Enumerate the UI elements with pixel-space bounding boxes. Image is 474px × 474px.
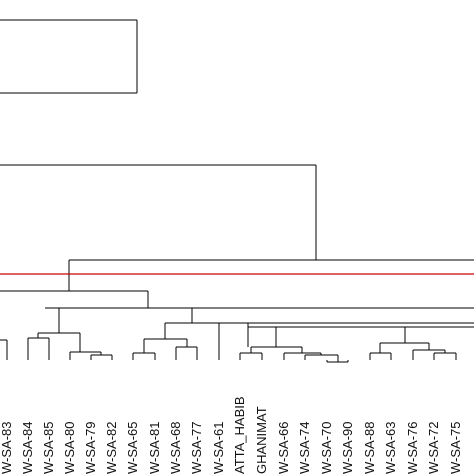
leaf-label: W-SA-80 [62,422,77,474]
leaf-label: W-SA-61 [211,422,226,474]
leaf-label: W-SA-70 [319,422,334,474]
leaf-label: W-SA-83 [0,422,14,474]
leaf-label: W-SA-90 [340,422,355,474]
leaf-label: W-SA-75 [448,422,463,474]
leaf-label: W-SA-68 [168,422,183,474]
leaf-label: W-SA-82 [104,422,119,474]
leaf-labels: W-SA-83 W-SA-84 W-SA-85 W-SA-80 W-SA-79 W-SA-… [0,396,463,474]
leaf-label: W-SA-84 [20,422,35,474]
leaf-label: W-SA-77 [189,422,204,474]
leaf-label: GHANIMAT [254,406,269,474]
leaf-label: W-SA-85 [41,422,56,474]
leaf-label: W-SA-74 [297,422,312,474]
dendrogram-branches [0,19,474,363]
leaf-label: W-SA-63 [383,422,398,474]
leaf-label: W-SA-65 [125,422,140,474]
leaf-label: W-SA-72 [426,422,441,474]
leaf-label: ATTA_HABIB [232,396,247,474]
leaf-label: W-SA-79 [83,422,98,474]
leaf-label: W-SA-88 [362,422,377,474]
leaf-label: W-SA-66 [276,422,291,474]
leaf-label: W-SA-76 [405,422,420,474]
leaf-label: W-SA-81 [147,422,162,474]
